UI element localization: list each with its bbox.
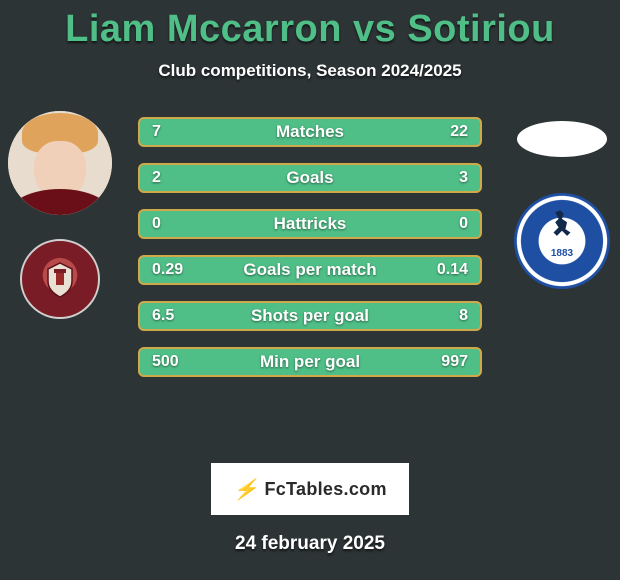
stat-right-value: 0 [459,215,468,233]
stat-row-shots-per-goal: 6.5 Shots per goal 8 [138,301,482,331]
stat-row-matches: 7 Matches 22 [138,117,482,147]
stat-right-value: 0.14 [437,261,468,279]
stat-left-value: 0.29 [152,261,183,279]
stat-row-goals-per-match: 0.29 Goals per match 0.14 [138,255,482,285]
player-left-avatar [8,111,112,215]
avatar-face [8,111,112,215]
stat-row-goals: 2 Goals 3 [138,163,482,193]
player-right-avatar [517,121,607,157]
stat-label: Goals [286,168,333,188]
stat-label: Hattricks [274,214,347,234]
stat-label: Shots per goal [251,306,369,326]
stat-left-value: 500 [152,353,179,371]
stat-left-value: 6.5 [152,307,174,325]
stat-right-value: 8 [459,307,468,325]
player-left-column [8,111,112,319]
stat-left-value: 2 [152,169,161,187]
stat-right-value: 3 [459,169,468,187]
player-right-column: 1883 [514,111,610,289]
stat-right-value: 997 [441,353,468,371]
subtitle: Club competitions, Season 2024/2025 [0,61,620,81]
crest-shield-icon [40,259,80,299]
stat-label: Min per goal [260,352,360,372]
stat-row-hattricks: 0 Hattricks 0 [138,209,482,239]
stat-row-min-per-goal: 500 Min per goal 997 [138,347,482,377]
stat-left-value: 7 [152,123,161,141]
player-right-crest: 1883 [514,193,610,289]
player-left-crest [20,239,100,319]
content-area: 1883 7 Matches 22 2 Goals 3 0 Hattricks … [0,111,620,451]
stats-bars: 7 Matches 22 2 Goals 3 0 Hattricks 0 0.2… [138,117,482,393]
footer-logo-text: FcTables.com [264,479,386,500]
stat-right-value: 22 [450,123,468,141]
footer-logo: ⚡ FcTables.com [211,463,409,515]
stat-label: Goals per match [243,260,376,280]
stat-left-value: 0 [152,215,161,233]
stat-label: Matches [276,122,344,142]
logo-mark-icon: ⚡ [233,477,258,502]
crest-year: 1883 [514,248,610,259]
avatar-shirt [8,189,112,215]
footer-date: 24 february 2025 [0,533,620,555]
page-title: Liam Mccarron vs Sotiriou [0,0,620,51]
crest-figure-icon [545,207,579,241]
